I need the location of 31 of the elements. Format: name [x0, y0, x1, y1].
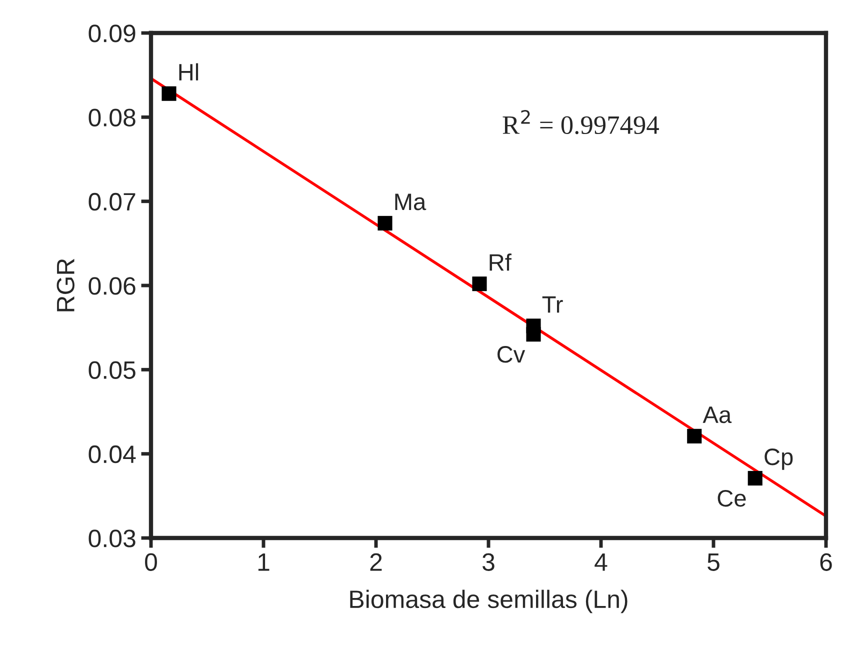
x-tick-label: 3	[482, 553, 494, 571]
point	[162, 86, 176, 101]
annotation: Hl	[179, 63, 198, 80]
y-tick-label: 0.09	[88, 24, 136, 42]
annotation: Cp	[764, 448, 793, 470]
annotation: Tr	[542, 296, 563, 313]
y-tick-label: 0.05	[88, 361, 136, 379]
annotation: Ma	[395, 194, 426, 210]
annotation: R$^{2}$ = 0.997494	[502, 110, 659, 134]
annotation: Cv	[498, 346, 526, 363]
x-tick-label: 1	[258, 554, 270, 571]
y-tick-label: 0.07	[88, 192, 136, 211]
x-tick-label: 4	[594, 554, 608, 571]
annotation: Rf	[490, 254, 512, 271]
y-tick-label: 0.03	[88, 530, 136, 548]
point	[472, 276, 487, 292]
point	[687, 428, 702, 444]
y-tick-label: 0.06	[88, 277, 136, 295]
point	[378, 216, 392, 230]
annotation: Ce	[718, 490, 746, 507]
x-tick-label: 2	[370, 553, 382, 571]
x-tick-label: 0	[145, 553, 157, 571]
y-tick-label: 0.04	[88, 445, 136, 464]
annotation: Aa	[702, 406, 732, 424]
y-tick-label: 0.08	[88, 108, 136, 126]
point	[748, 470, 762, 486]
y-axis-title: RGR	[56, 258, 74, 312]
x-tick-label: 6	[820, 553, 832, 571]
x-tick-label: 5	[708, 554, 720, 571]
x-axis-title: Biomasa de semillas (Ln)	[350, 590, 628, 614]
point	[526, 327, 541, 342]
